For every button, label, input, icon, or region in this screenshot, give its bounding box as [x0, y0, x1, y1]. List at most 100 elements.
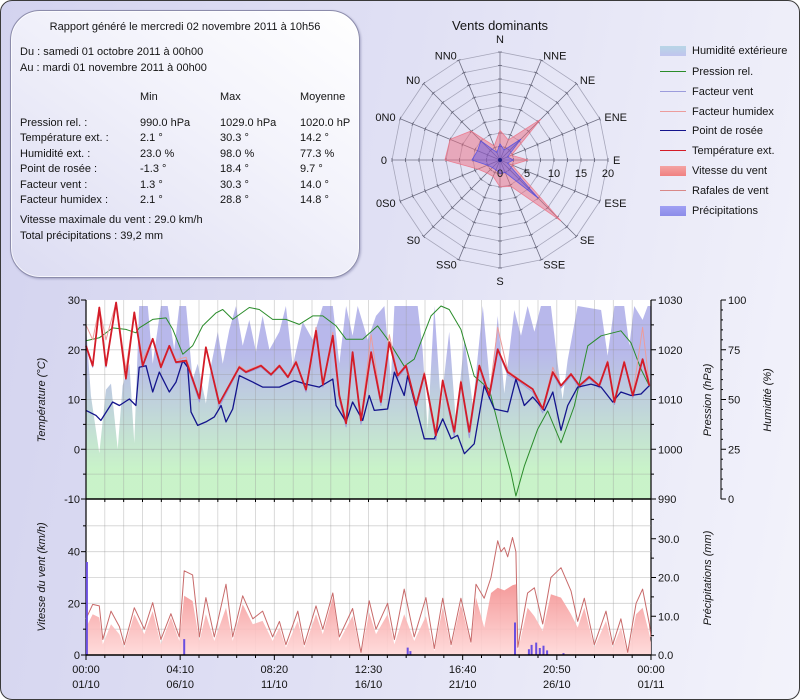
radar-center — [498, 158, 502, 162]
precipitation-bar — [409, 651, 412, 655]
stats-min: 2.1 ° — [140, 194, 163, 206]
precipitation-bar — [530, 644, 533, 655]
x-tick-label-date: 26/10 — [543, 679, 571, 691]
y-axis-title-pressure: Pression (hPa) — [702, 363, 714, 436]
radar-direction-label: N — [496, 34, 504, 46]
y-tick-label: 20 — [68, 598, 80, 610]
radar-tick — [487, 133, 492, 137]
radar-title: Vents dominants — [452, 18, 549, 33]
radar-tick — [523, 96, 528, 99]
period-to: Au : mardi 01 novembre 2011 à 00h00 — [20, 62, 207, 74]
stats-label: Point de rosée : — [20, 163, 98, 175]
stats-max: 30.3 ° — [220, 179, 249, 191]
radar-tick — [574, 234, 579, 239]
x-tick-label-date: 01/10 — [72, 679, 100, 691]
radar-direction-label: NN0 — [435, 51, 457, 63]
radar-tick — [513, 121, 518, 124]
y-axis-title-humidity: Humidité (%) — [762, 368, 774, 432]
radar-direction-label: N0 — [406, 75, 420, 87]
radar-tick — [436, 132, 439, 137]
radar-tick — [573, 127, 576, 132]
legend-label: Facteur humidex — [692, 106, 774, 118]
precipitation-bar — [406, 647, 409, 655]
y2-tick-label: 10.0 — [658, 611, 679, 623]
radar-tick — [574, 81, 579, 86]
legend-swatch — [660, 130, 686, 131]
legend-item: Pression rel. — [660, 65, 795, 79]
stats-max: 98.0 % — [220, 148, 255, 160]
radar-tick — [424, 188, 427, 193]
y-tick-label: 40 — [68, 547, 80, 559]
radar-direction-label: SSE — [543, 259, 565, 271]
radar-tick — [399, 199, 402, 204]
precipitation-bar — [527, 649, 530, 655]
summary-panel: Rapport généré le mercredi 02 novembre 2… — [10, 10, 360, 278]
radar-tick — [477, 108, 482, 112]
legend-swatch — [660, 166, 686, 176]
radar-tick — [598, 199, 601, 204]
radar-tick — [573, 188, 576, 193]
legend-label: Pression rel. — [692, 66, 754, 78]
radar-direction-label: NNE — [543, 51, 566, 63]
y3-tick-label: 100 — [728, 295, 746, 307]
radar-tick — [586, 194, 589, 199]
radar-tick — [546, 110, 550, 114]
radar-tick — [461, 71, 466, 74]
radar-tick — [565, 91, 569, 95]
stats-max: 18.4 ° — [220, 163, 249, 175]
radar-tick — [472, 221, 477, 224]
stats-avg: 14.2 ° — [300, 132, 329, 144]
y-tick-label: 0 — [74, 650, 80, 662]
legend-label: Précipitations — [692, 205, 759, 217]
legend-item: Humidité extérieure — [660, 44, 795, 58]
radar-tick — [561, 132, 564, 137]
radar-tick — [431, 225, 435, 229]
legend-item: Vitesse du vent — [660, 164, 795, 178]
x-tick-label-date: 16/10 — [355, 679, 383, 691]
radar-tick — [479, 177, 483, 181]
y-tick-label: 20 — [68, 345, 80, 357]
vitesse-du-vent-area — [86, 584, 651, 655]
wind-rain-chart: 40 20 0 30.0 20.0 10.0 0.0 00:00 01/10 04:10 06/10… — [36, 518, 714, 691]
radar-series-outer — [444, 118, 562, 222]
y-axis-title-wind: Vitesse du vent (km/h) — [36, 522, 48, 632]
y-tick-label: 10 — [68, 395, 80, 407]
radar-tick — [539, 59, 544, 62]
y2-tick-label: 990 — [658, 494, 676, 506]
legend-label: Humidité extérieure — [692, 45, 788, 57]
legend-item: Facteur humidex — [660, 105, 795, 119]
y-axis-title-precipitation: Précipitations (mm) — [702, 530, 714, 625]
radar-tick — [460, 120, 464, 124]
x-tick-label-time: 00:00 — [637, 664, 665, 676]
radar-tick — [565, 225, 569, 229]
radar-tick — [411, 194, 414, 199]
radar-tick — [513, 196, 518, 199]
radar-tick — [523, 221, 528, 224]
radar-scale-label: 20 — [602, 168, 614, 180]
radar-tick — [441, 215, 445, 219]
radar-direction-label: ESE — [604, 198, 626, 210]
radar-scale-label: 10 — [548, 168, 560, 180]
y3-tick-label: 50 — [728, 395, 740, 407]
stats-avg: 14.0 ° — [300, 179, 329, 191]
precipitation-bar — [546, 650, 549, 655]
legend-label: Point de rosée — [692, 125, 763, 137]
y-tick-label: 30 — [68, 295, 80, 307]
radar-tick — [461, 246, 466, 249]
column-header-avg: Moyenne — [300, 91, 346, 103]
stats-max: 30.3 ° — [220, 132, 249, 144]
y2-tick-label: 1000 — [658, 444, 682, 456]
radar-tick — [534, 71, 539, 74]
legend-swatch — [660, 91, 686, 92]
legend-label: Température ext. — [692, 145, 775, 157]
x-tick-label-date: 06/10 — [166, 679, 194, 691]
radar-tick — [508, 133, 513, 137]
radar-tick — [548, 137, 552, 142]
radar-tick — [548, 178, 552, 183]
legend-item: Point de rosée — [660, 124, 795, 138]
radar-tick — [561, 183, 564, 188]
stats-label: Facteur humidex : — [20, 194, 109, 206]
stats-min: 1.3 ° — [140, 179, 163, 191]
precipitation-bar — [85, 562, 88, 655]
